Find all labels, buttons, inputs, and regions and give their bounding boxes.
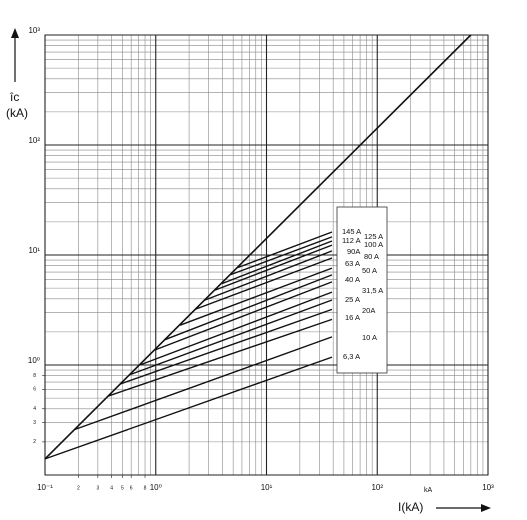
fuse-line — [214, 244, 333, 291]
y-minor-tick-label: 3 — [33, 420, 36, 426]
fuse-line — [229, 236, 333, 276]
x-minor-tick-label: 4 — [110, 485, 113, 491]
legend-label: 20A — [362, 306, 375, 315]
x-tick-label: 10¹ — [261, 483, 273, 492]
y-tick-label: 10³ — [28, 26, 40, 35]
legend-label: 63 A — [345, 259, 360, 268]
legend-label: 125 A — [364, 232, 383, 241]
legend-label: 50 A — [362, 266, 377, 275]
y-axis-arrowhead — [11, 28, 19, 38]
x-minor-tick-label: 2 — [77, 485, 80, 491]
fuse-line — [107, 318, 333, 397]
x-axis-label: I(kA) — [398, 500, 423, 514]
fuse-line — [221, 240, 333, 285]
y-axis-label: îc — [9, 90, 19, 104]
legend-label: 112 A — [342, 236, 361, 245]
legend-label: 80 A — [364, 252, 379, 261]
fuse-line — [44, 356, 333, 460]
y-axis-unit: (kA) — [6, 106, 28, 120]
annotation: kA — [424, 487, 433, 494]
y-minor-tick-label: 4 — [33, 406, 36, 412]
fuse-line — [164, 274, 333, 341]
x-tick-label: 10² — [371, 483, 383, 492]
fuse-line — [237, 231, 333, 269]
x-tick-label: 10³ — [482, 483, 494, 492]
fuse-line — [194, 257, 333, 311]
legend-label: 25 A — [345, 295, 360, 304]
x-tick-label: 10⁰ — [150, 483, 162, 492]
fuse-line — [74, 336, 333, 431]
legend-box — [336, 206, 388, 374]
fuse-line — [130, 299, 333, 376]
x-minor-tick-label: 8 — [144, 485, 147, 491]
y-minor-tick-label: 2 — [33, 439, 36, 445]
legend-label: 145 A — [342, 227, 361, 236]
y-minor-tick-label: 8 — [33, 373, 36, 379]
y-tick-label: 10¹ — [28, 246, 40, 255]
fuse-line — [204, 250, 333, 301]
legend-label: 16 A — [345, 313, 360, 322]
x-tick-label: 10⁻¹ — [37, 483, 53, 492]
legend-label: 100 A — [364, 240, 383, 249]
x-minor-tick-label: 5 — [121, 485, 124, 491]
fuse-line — [139, 291, 333, 366]
fuse-line — [179, 267, 333, 326]
legend-label: 40 A — [345, 275, 360, 284]
legend-label: 31,5 A — [362, 286, 383, 295]
fuse-line — [119, 308, 333, 385]
x-minor-tick-label: 3 — [96, 485, 99, 491]
fuse-line — [154, 281, 333, 351]
y-minor-tick-label: 6 — [33, 387, 36, 393]
legend-label: 90A — [347, 247, 360, 256]
x-minor-tick-label: 6 — [130, 485, 133, 491]
y-tick-label: 10² — [28, 136, 40, 145]
reference-line — [44, 34, 472, 460]
y-tick-label: 10⁰ — [28, 356, 40, 365]
legend-label: 6,3 A — [343, 352, 360, 361]
x-axis-arrowhead — [481, 504, 491, 512]
legend-label: 10 A — [362, 333, 377, 342]
